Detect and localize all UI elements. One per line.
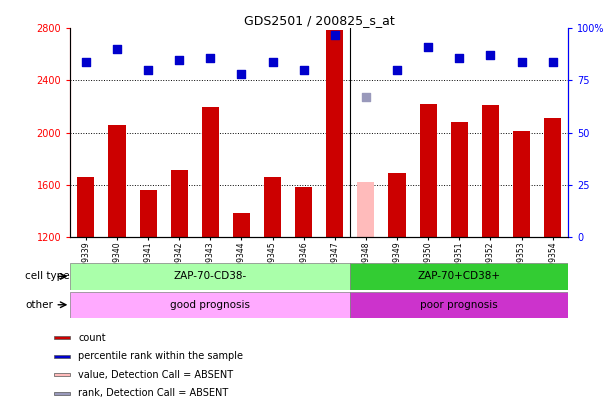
Bar: [54, 373, 70, 376]
Bar: [451, 122, 468, 237]
Bar: [389, 173, 406, 237]
Bar: [54, 355, 70, 358]
Text: ZAP-70+CD38+: ZAP-70+CD38+: [418, 271, 501, 281]
Text: other: other: [26, 300, 53, 310]
Bar: [482, 105, 499, 237]
Bar: [295, 188, 312, 237]
Bar: [54, 392, 70, 395]
Bar: [544, 118, 562, 237]
Point: [486, 52, 496, 59]
Bar: [77, 177, 94, 237]
Point: [143, 67, 153, 73]
Bar: [264, 177, 281, 237]
Text: ZAP-70-CD38-: ZAP-70-CD38-: [174, 271, 247, 281]
Point: [361, 94, 371, 100]
Text: value, Detection Call = ABSENT: value, Detection Call = ABSENT: [78, 370, 233, 380]
Point: [423, 44, 433, 50]
Point: [205, 54, 215, 61]
Point: [299, 67, 309, 73]
Bar: [70, 292, 350, 318]
Bar: [139, 190, 156, 237]
Text: poor prognosis: poor prognosis: [420, 300, 498, 310]
Bar: [513, 131, 530, 237]
Bar: [108, 125, 125, 237]
Text: good prognosis: good prognosis: [170, 300, 251, 310]
Bar: [70, 263, 350, 290]
Text: rank, Detection Call = ABSENT: rank, Detection Call = ABSENT: [78, 388, 229, 398]
Point: [81, 58, 90, 65]
Bar: [54, 336, 70, 339]
Point: [548, 58, 558, 65]
Text: cell type: cell type: [26, 271, 70, 281]
Bar: [233, 213, 250, 237]
Bar: [357, 182, 375, 237]
Text: count: count: [78, 333, 106, 343]
Bar: [350, 263, 568, 290]
Point: [174, 56, 184, 63]
Point: [236, 71, 246, 77]
Point: [268, 58, 277, 65]
Bar: [326, 30, 343, 237]
Point: [455, 54, 464, 61]
Text: percentile rank within the sample: percentile rank within the sample: [78, 351, 243, 361]
Bar: [202, 107, 219, 237]
Point: [517, 58, 527, 65]
Bar: [170, 171, 188, 237]
Title: GDS2501 / 200825_s_at: GDS2501 / 200825_s_at: [244, 14, 395, 27]
Point: [330, 31, 340, 38]
Bar: [420, 104, 437, 237]
Bar: [350, 292, 568, 318]
Point: [112, 46, 122, 52]
Point: [392, 67, 402, 73]
